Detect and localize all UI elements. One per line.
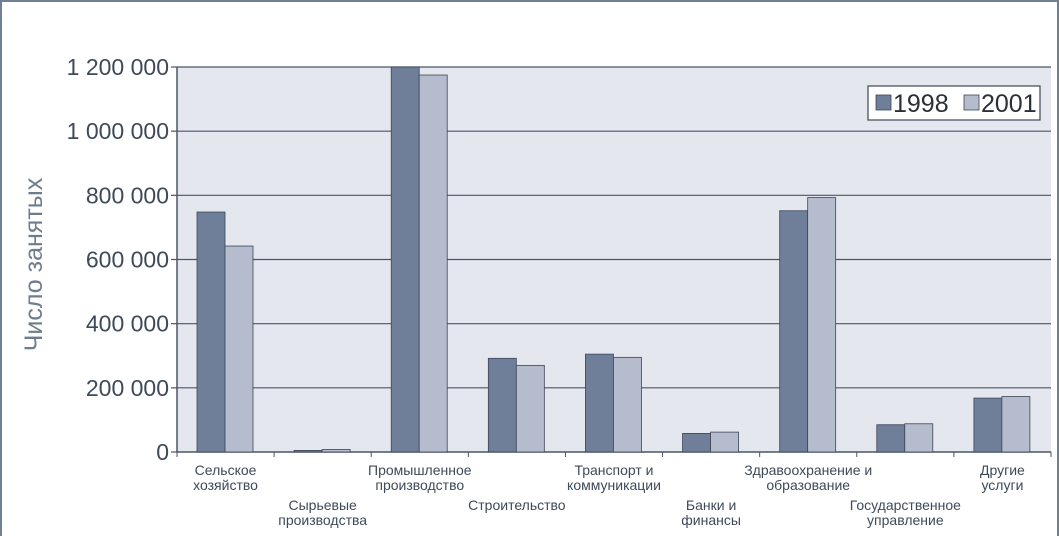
bar-2001 (515, 364, 545, 453)
legend-label: 2001 (981, 90, 1037, 118)
y-tick-label: 0 (156, 439, 169, 465)
bar-1998 (487, 357, 517, 453)
bar-2001 (1001, 396, 1031, 453)
bar-1998 (876, 424, 906, 453)
bar-1998 (390, 66, 420, 453)
category-label: финансы (681, 512, 741, 528)
bar-2001 (321, 449, 351, 453)
y-tick-label: 400 000 (86, 311, 169, 337)
bar-1998 (779, 210, 809, 453)
bar-2001 (418, 74, 448, 453)
y-tick-label: 1 200 000 (67, 54, 169, 80)
bar-2001 (710, 431, 739, 453)
category-label: Строительство (468, 497, 566, 513)
legend-box (867, 85, 1041, 121)
category-label: Сельское (195, 462, 257, 478)
legend-swatch-2001 (963, 94, 980, 111)
category-label: услуги (981, 477, 1023, 493)
y-axis-label: Число занятых (20, 177, 48, 351)
category-label: Другие (980, 462, 1025, 478)
category-label: Здравоохранение и (744, 462, 872, 478)
category-label: образование (766, 477, 850, 493)
category-label: управление (867, 512, 944, 528)
bar-2001 (224, 245, 254, 453)
y-tick-label: 800 000 (86, 182, 169, 208)
bar-2001 (904, 423, 934, 453)
bar-1998 (196, 211, 226, 453)
category-label: Банки и (686, 497, 736, 513)
bar-1998 (973, 397, 1003, 453)
y-tick-label: 200 000 (86, 375, 169, 401)
y-tick-label: 600 000 (86, 247, 169, 273)
category-label: производство (375, 477, 464, 493)
category-label: Промышленное (368, 462, 472, 478)
category-label: производства (278, 512, 367, 528)
y-tick-label: 1 000 000 (67, 118, 169, 144)
bar-1998 (585, 353, 614, 453)
bar-2001 (807, 197, 837, 453)
bar-1998 (682, 432, 711, 453)
legend-label: 1998 (893, 90, 949, 118)
category-label: Транспорт и (574, 462, 653, 478)
category-label: хозяйство (193, 477, 258, 493)
legend-swatch-1998 (875, 94, 892, 111)
category-label: коммуникации (567, 477, 661, 493)
bar-1998 (293, 449, 323, 453)
bar-2001 (613, 356, 642, 453)
category-label: Государственное (850, 497, 961, 513)
category-label: Сырьевые (289, 497, 358, 513)
